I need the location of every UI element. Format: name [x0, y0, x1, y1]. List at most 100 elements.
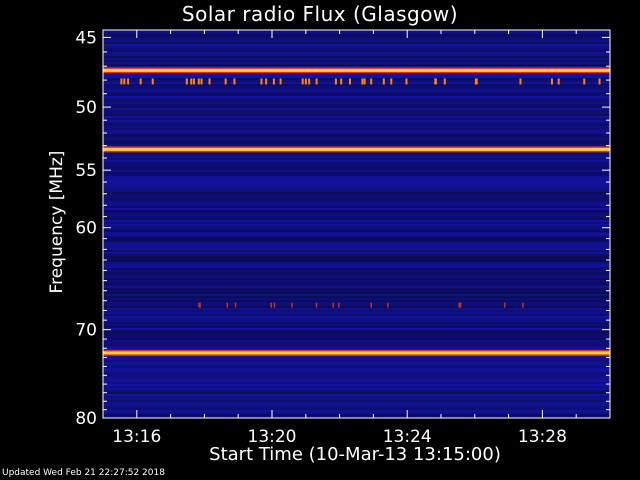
x-tick-label: 13:20: [248, 427, 297, 447]
spectrogram-row: [103, 344, 610, 346]
burst-marker: [185, 78, 188, 85]
spectrogram-row: [103, 318, 610, 320]
spectrogram-row: [103, 198, 610, 200]
spectrogram-row: [103, 156, 610, 158]
burst-marker: [224, 78, 227, 85]
spectrogram-row: [103, 54, 610, 56]
spectrogram-row: [103, 408, 610, 410]
spectrogram-row: [103, 390, 610, 392]
bright-band-core: [103, 68, 610, 72]
spectrogram-row: [103, 290, 610, 292]
spectrogram-row: [103, 56, 610, 58]
spectrogram-row: [103, 284, 610, 286]
spectrogram-row: [103, 330, 610, 332]
spectrogram-row: [103, 362, 610, 364]
spectrogram-row: [103, 270, 610, 272]
spectrogram-row: [103, 414, 610, 416]
spectrogram-row: [103, 108, 610, 110]
spectrogram-row: [103, 274, 610, 276]
spectrogram-row: [103, 118, 610, 120]
burst-marker: [334, 78, 337, 85]
spectrogram-row: [103, 162, 610, 164]
spectrogram-row: [103, 200, 610, 202]
spectrogram-row: [103, 204, 610, 206]
spectrogram-row: [103, 78, 610, 80]
spectrogram-row: [103, 64, 610, 66]
spectrogram-row: [103, 60, 610, 62]
spectrogram-row: [103, 124, 610, 126]
burst-marker: [405, 78, 408, 85]
spectrogram-row: [103, 336, 610, 338]
burst-marker: [127, 78, 130, 85]
burst-markers: [120, 78, 601, 308]
spectrogram-row: [103, 228, 610, 230]
spectrogram-row: [103, 154, 610, 156]
spectrogram-row: [103, 160, 610, 162]
spectrogram-row: [103, 392, 610, 394]
burst-marker: [291, 302, 293, 308]
spectrogram-row: [103, 368, 610, 370]
spectrogram-row: [103, 396, 610, 398]
updated-timestamp: Updated Wed Feb 21 22:27:52 2018: [2, 468, 165, 478]
spectrogram-row: [103, 242, 610, 244]
burst-marker: [139, 78, 142, 85]
spectrogram-row: [103, 304, 610, 306]
spectrogram-row: [103, 258, 610, 260]
y-axis-ticks: 45 50 55 60 70 80: [75, 28, 610, 429]
spectrogram-row: [103, 170, 610, 172]
y-tick-label: 70: [75, 321, 97, 341]
burst-marker: [308, 78, 311, 85]
spectrogram-row: [103, 86, 610, 88]
spectrogram-row: [103, 224, 610, 226]
burst-marker: [348, 78, 351, 85]
spectrogram-row: [103, 100, 610, 102]
spectrogram-row: [103, 30, 610, 32]
burst-marker: [443, 78, 446, 85]
spectrogram-row: [103, 238, 610, 240]
spectrogram-row: [103, 136, 610, 138]
burst-marker: [475, 78, 478, 85]
spectrogram-row: [103, 216, 610, 218]
spectrogram-row: [103, 400, 610, 402]
y-axis-label: Frequency [MHz]: [47, 150, 67, 294]
spectrogram-row: [103, 398, 610, 400]
spectrogram-row: [103, 236, 610, 238]
spectrogram-row: [103, 96, 610, 98]
spectrogram-row: [103, 320, 610, 322]
spectrogram-row: [103, 138, 610, 140]
spectrogram-row: [103, 406, 610, 408]
spectrogram-row: [103, 84, 610, 86]
spectrogram-row: [103, 404, 610, 406]
spectrogram-row: [103, 192, 610, 194]
bright-band-core: [103, 147, 610, 151]
spectrogram-row: [103, 328, 610, 330]
spectrogram-row: [103, 98, 610, 100]
spectrogram-row: [103, 178, 610, 180]
spectrogram-row: [103, 340, 610, 342]
spectrogram-row: [103, 246, 610, 248]
spectrogram-row: [103, 250, 610, 252]
burst-marker: [260, 78, 263, 85]
spectrogram-row: [103, 174, 610, 176]
spectrogram-row: [103, 194, 610, 196]
burst-marker: [315, 302, 318, 308]
burst-marker: [340, 78, 343, 85]
spectrogram-row: [103, 52, 610, 54]
spectrogram-row: [103, 364, 610, 366]
spectrogram-row: [103, 176, 610, 178]
spectrogram-row: [103, 102, 610, 104]
spectrogram-row: [103, 152, 610, 154]
spectrogram-row: [103, 208, 610, 210]
spectrogram-row: [103, 276, 610, 278]
spectrogram-row: [103, 244, 610, 246]
spectrogram-row: [103, 394, 610, 396]
spectrogram-row: [103, 164, 610, 166]
spectrogram-row: [103, 220, 610, 222]
burst-marker: [270, 302, 272, 308]
spectrogram-row: [103, 314, 610, 316]
burst-marker: [304, 78, 307, 85]
x-axis-label: Start Time (10-Mar-13 13:15:00): [209, 444, 501, 465]
burst-marker: [123, 78, 126, 85]
burst-marker: [363, 78, 366, 85]
